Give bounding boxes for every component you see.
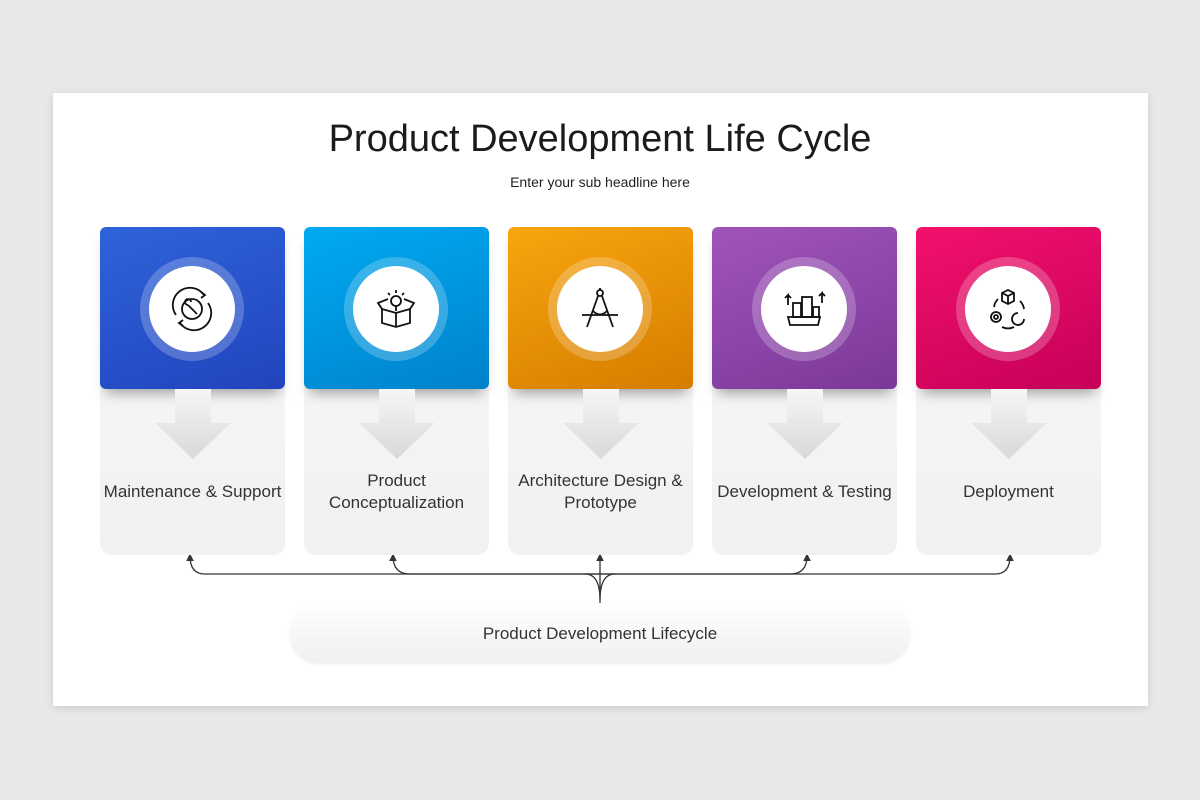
down-arrow-icon (971, 389, 1047, 459)
icon-disc (557, 266, 643, 352)
down-arrow-icon (767, 389, 843, 459)
down-arrow-icon (563, 389, 639, 459)
icon-ring (752, 257, 856, 361)
icon-disc (761, 266, 847, 352)
center-label: Product Development Lifecycle (482, 623, 718, 643)
icon-disc (149, 266, 235, 352)
compass-drafting-icon (582, 288, 618, 328)
subtitle: Enter your sub headline here (510, 174, 690, 190)
stage-label: Product Conceptualization (328, 471, 465, 512)
connector-2 (389, 553, 600, 575)
icon-ring (548, 257, 652, 361)
gear-wrench-cycle-icon (171, 286, 213, 332)
connector-5 (600, 553, 1014, 575)
icon-ring (344, 257, 448, 361)
connector-4 (600, 553, 811, 575)
stage-label: Deployment (963, 482, 1054, 501)
icon-disc (965, 266, 1051, 352)
stage-label: Maintenance & Support (103, 482, 282, 501)
icon-ring (956, 257, 1060, 361)
card-header (304, 227, 489, 389)
down-arrow-icon (155, 389, 231, 459)
idea-box-icon (376, 290, 416, 328)
stage-card: Architecture Design & Prototype (508, 227, 693, 555)
icon-disc (353, 266, 439, 352)
icon-ring (140, 257, 244, 361)
factory-gear-icon (784, 290, 826, 326)
stage-card: Deployment (916, 227, 1101, 555)
connector-1 (186, 553, 600, 575)
stage-card: Development & Testing (712, 227, 897, 555)
card-header (100, 227, 285, 389)
page-title: Product Development Life Cycle (328, 118, 872, 160)
stage-card: Maintenance & Support (100, 227, 285, 555)
stage-label: Development & Testing (717, 482, 892, 501)
stage-card: Product Conceptualization (304, 227, 489, 555)
center-lifecycle-pill: Product Development Lifecycle (290, 604, 910, 663)
card-header (712, 227, 897, 389)
down-arrow-icon (359, 389, 435, 459)
box-cycle-icon (990, 288, 1025, 330)
card-header (916, 227, 1101, 389)
card-header (508, 227, 693, 389)
stage-label: Architecture Design & Prototype (518, 471, 683, 512)
